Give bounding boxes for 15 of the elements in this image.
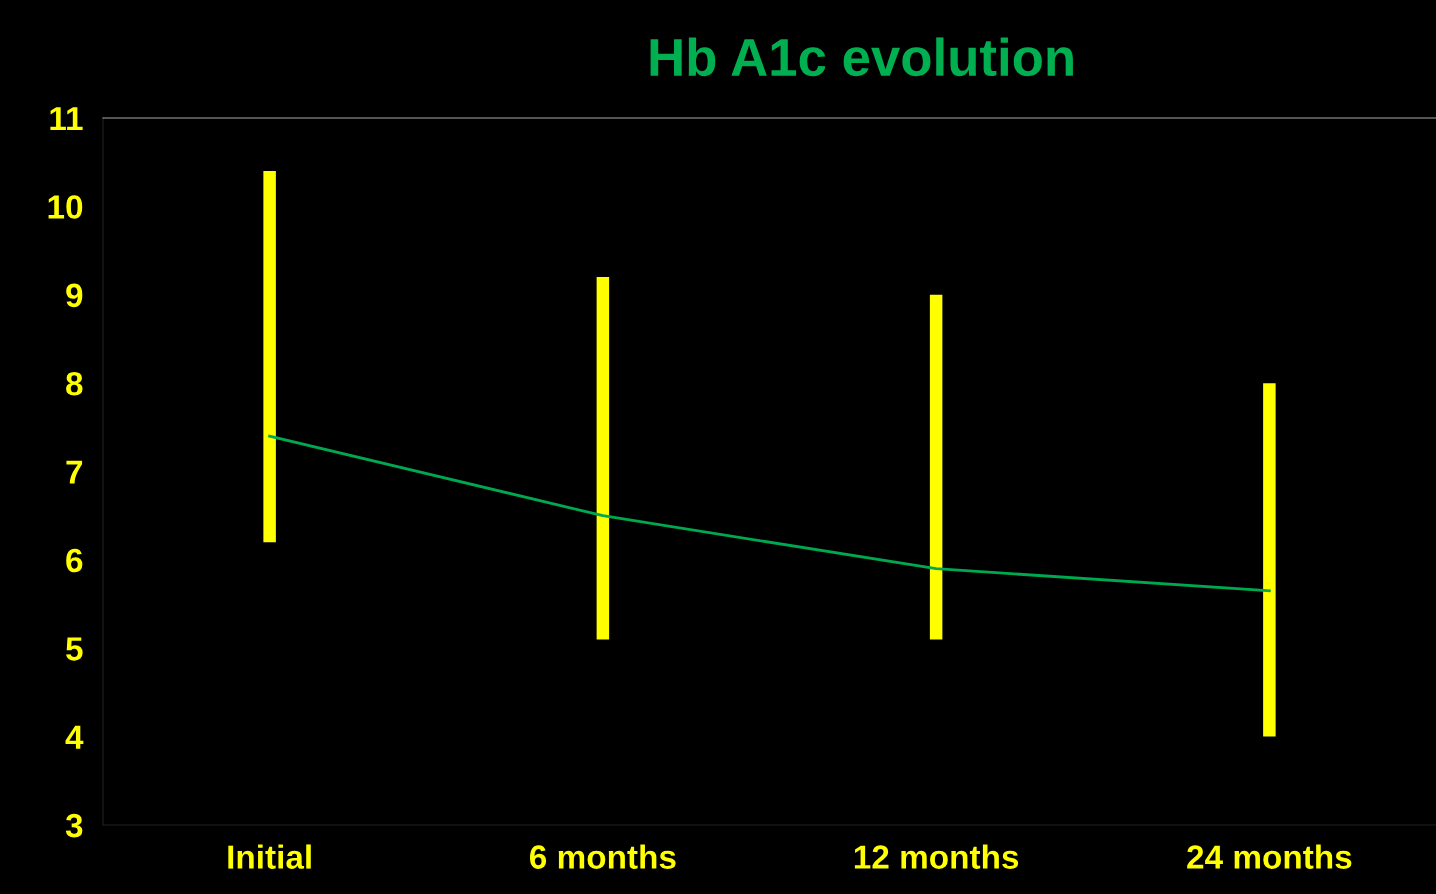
line-series (268, 434, 1271, 593)
y-tick-label: 9 (66, 283, 83, 308)
x-tick-label: 24 months (1187, 844, 1352, 869)
y-tick-label: 8 (66, 371, 83, 396)
y-tick-label: 7 (66, 460, 83, 484)
y-tick-label: 6 (66, 548, 83, 573)
x-tick-label: 12 months (854, 844, 1019, 869)
y-tick-label: 5 (66, 637, 83, 661)
chart-title: Hb A1c evolution (650, 37, 1073, 77)
y-tick-label: 3 (65, 813, 83, 838)
x-tick-label: 6 months (530, 844, 676, 869)
y-tick-label: 10 (48, 195, 83, 219)
x-tick-label: Initial (228, 844, 311, 869)
y-tick-label: 11 (50, 107, 83, 131)
y-tick-label: 4 (65, 725, 84, 749)
